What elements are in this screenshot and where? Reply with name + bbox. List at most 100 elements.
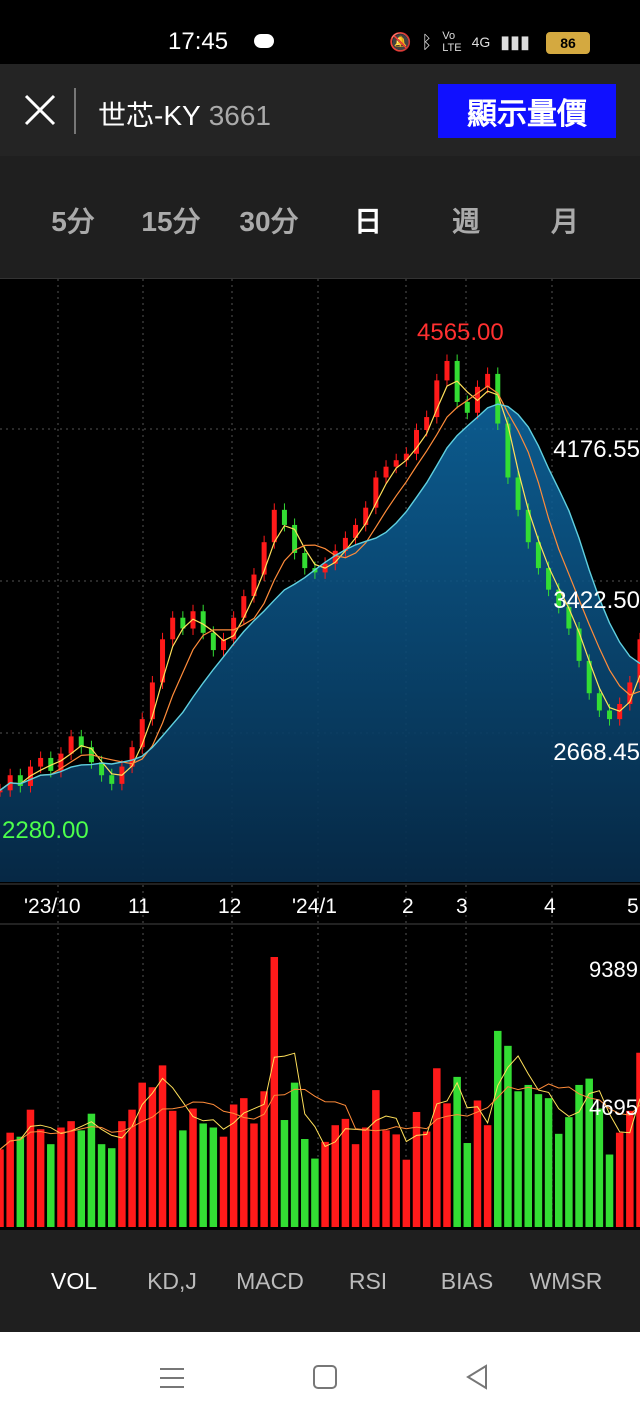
- stock-name: 世芯-KY: [98, 100, 201, 131]
- volume-bar: [138, 1082, 146, 1227]
- candle-body: [495, 373, 501, 424]
- volume-bar: [148, 1087, 157, 1227]
- candle-body: [546, 568, 552, 590]
- status-bar: 17:45 🔕 ᛒ Vo LTE 4G ▮▮▮ 86: [0, 0, 640, 64]
- show-volume-price-button[interactable]: 顯示量價: [438, 84, 616, 138]
- close-icon[interactable]: [22, 92, 58, 128]
- volume-bar: [392, 1134, 400, 1227]
- volume-bar: [554, 1133, 563, 1227]
- tab-month[interactable]: 月: [550, 206, 580, 237]
- back-icon[interactable]: [464, 1364, 490, 1390]
- tab-kdj[interactable]: KD,J: [147, 1268, 197, 1294]
- volume-bar: [626, 1110, 634, 1227]
- tab-5min[interactable]: 5分: [51, 206, 95, 237]
- volume-bar: [0, 1149, 4, 1227]
- tab-rsi[interactable]: RSI: [348, 1268, 388, 1294]
- candle-body: [180, 617, 186, 629]
- date-tick: 11: [128, 895, 150, 918]
- volume-bar: [585, 1078, 593, 1227]
- volume-bar: [77, 1130, 86, 1227]
- date-tick: 2: [402, 895, 414, 918]
- volume-bar: [118, 1121, 126, 1227]
- volume-bar: [260, 1091, 268, 1227]
- volume-bar: [47, 1144, 55, 1227]
- header-divider: [74, 88, 76, 134]
- volume-ma-short: [0, 1052, 640, 1150]
- tab-day[interactable]: 日: [353, 206, 383, 237]
- candle-body: [596, 693, 602, 711]
- volume-tick-top: 9389: [589, 957, 638, 982]
- volume-bar: [565, 1117, 573, 1227]
- candle-body: [332, 550, 338, 564]
- tab-wmsr[interactable]: WMSR: [529, 1268, 603, 1294]
- candle-body: [292, 524, 298, 553]
- candle-body: [485, 373, 491, 387]
- volume-bar: [402, 1159, 411, 1227]
- volume-bar: [524, 1084, 533, 1227]
- volume-bar: [453, 1076, 461, 1227]
- volume-bar: [382, 1130, 390, 1227]
- price-low-label: 2280.00: [2, 817, 89, 844]
- candle-body: [210, 632, 216, 651]
- candle-body: [220, 639, 226, 651]
- candle-body: [637, 639, 640, 683]
- volume-bar: [229, 1104, 238, 1227]
- header: 世芯-KY 3661 顯示量價: [0, 64, 640, 156]
- candle-body: [261, 542, 267, 575]
- volume-bar: [372, 1090, 380, 1227]
- volume-bar: [107, 1148, 116, 1227]
- volume-bars: [0, 957, 640, 1227]
- date-tick: 3: [456, 895, 468, 918]
- volume-ma-long: [0, 1083, 640, 1150]
- price-high-label: 4565.00: [417, 319, 504, 346]
- candle-body: [464, 401, 470, 413]
- volume-bar: [433, 1068, 441, 1227]
- tab-vol[interactable]: VOL: [50, 1268, 98, 1294]
- volume-bar: [636, 1052, 640, 1227]
- candle-body: [170, 617, 176, 640]
- volume-bar: [595, 1108, 604, 1227]
- volume-bar: [26, 1109, 35, 1227]
- tab-15min[interactable]: 15分: [141, 206, 201, 237]
- candle-body: [58, 753, 64, 771]
- tab-30min[interactable]: 30分: [239, 206, 299, 237]
- volume-bar: [534, 1094, 543, 1227]
- tab-week[interactable]: 週: [451, 206, 481, 237]
- date-tick: 12: [218, 895, 242, 918]
- volume-bar: [422, 1131, 431, 1227]
- volume-bar: [128, 1109, 136, 1227]
- candle-body: [281, 509, 287, 525]
- volume-bar: [219, 1136, 228, 1227]
- candle-body: [586, 660, 592, 694]
- price-volume-chart[interactable]: [0, 279, 640, 1229]
- date-tick: 5: [627, 895, 639, 918]
- home-icon[interactable]: [312, 1364, 338, 1390]
- volume-bar: [504, 1045, 512, 1227]
- volume-bar: [361, 1127, 370, 1227]
- chart-area[interactable]: 4565.00 4176.55 3422.50 2668.45 2280.00 …: [0, 279, 640, 1229]
- menu-icon[interactable]: [158, 1364, 186, 1392]
- candle-body: [383, 466, 389, 478]
- chat-bubble-icon: [254, 34, 274, 48]
- candle-body: [607, 710, 613, 720]
- stock-title: 世芯-KY 3661: [98, 94, 271, 134]
- candle-body: [535, 542, 541, 569]
- candle-body: [373, 477, 379, 508]
- candle-body: [241, 596, 247, 618]
- volume-bar: [179, 1130, 187, 1227]
- ma-line-long: [0, 403, 640, 791]
- candle-body: [525, 509, 531, 543]
- tab-bias[interactable]: BIAS: [440, 1268, 494, 1294]
- volte-icon: Vo LTE: [442, 30, 462, 54]
- candle-body: [0, 790, 3, 793]
- volume-bar: [494, 1030, 502, 1227]
- volume-bar: [250, 1123, 258, 1227]
- candle-body: [78, 736, 84, 748]
- price-tick-mid: 3422.50: [553, 587, 640, 614]
- candle-body: [160, 639, 166, 683]
- candle-body: [403, 453, 409, 461]
- candle-body: [48, 757, 54, 771]
- tab-macd[interactable]: MACD: [236, 1268, 304, 1294]
- candle-body: [231, 617, 237, 640]
- battery-icon: 86: [546, 32, 590, 54]
